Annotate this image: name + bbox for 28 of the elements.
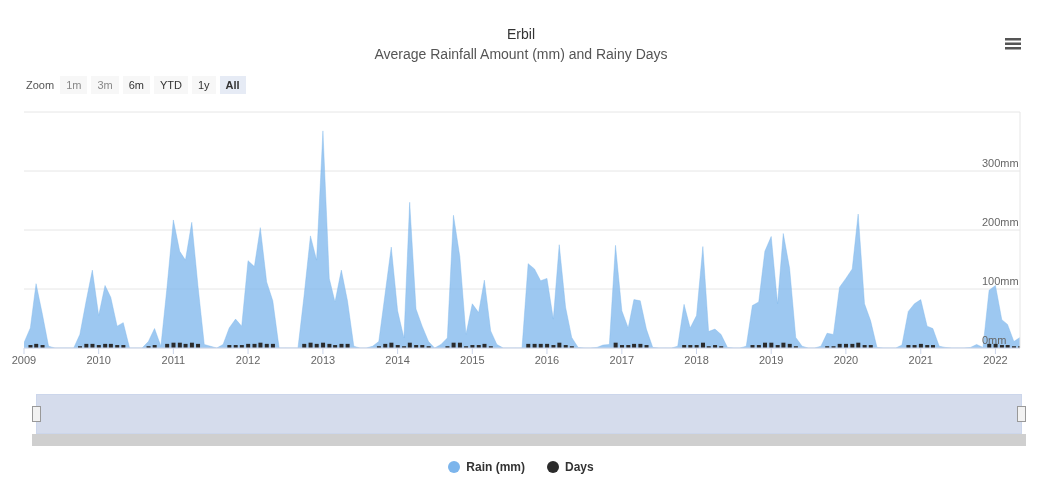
x-tick-label: 2022 xyxy=(983,353,1008,366)
zoom-button: 3m xyxy=(91,76,119,94)
x-tick-label: 2010 xyxy=(86,353,111,366)
x-tick-label: 2014 xyxy=(385,353,410,366)
text: Zoom xyxy=(26,79,55,91)
x-tick-label: 2021 xyxy=(908,353,934,366)
legend-label: Rain (mm) xyxy=(465,460,525,474)
x-tick-label: 2013 xyxy=(310,353,336,366)
x-tick-label: 2011 xyxy=(161,353,186,366)
x-tick-label: 2018 xyxy=(684,353,709,366)
x-tick-label: 2017 xyxy=(609,353,635,366)
zoom-button: All xyxy=(219,76,246,94)
chart-title: Erbil xyxy=(506,26,536,42)
zoom-button: 1y xyxy=(191,76,216,94)
zoom-button: YTD xyxy=(153,76,188,94)
zoom-button: 6m xyxy=(122,76,150,94)
legend-label: Days xyxy=(564,460,594,474)
y-tick-label: 200mm xyxy=(982,216,1019,228)
x-tick-label: 2016 xyxy=(534,353,560,366)
chart-subtitle: Average Rainfall Amount (mm) and Rainy Days xyxy=(373,46,669,62)
x-tick-label: 2019 xyxy=(758,353,784,366)
x-tick-label: 2020 xyxy=(833,353,859,366)
x-tick-label: 2012 xyxy=(235,353,261,366)
x-tick-label: 2009 xyxy=(11,353,37,366)
y-tick-label: 100mm xyxy=(982,275,1019,287)
y-tick-label: 300mm xyxy=(982,157,1019,169)
zoom-button: 1m xyxy=(60,76,88,94)
x-tick-label: 2015 xyxy=(460,353,485,366)
